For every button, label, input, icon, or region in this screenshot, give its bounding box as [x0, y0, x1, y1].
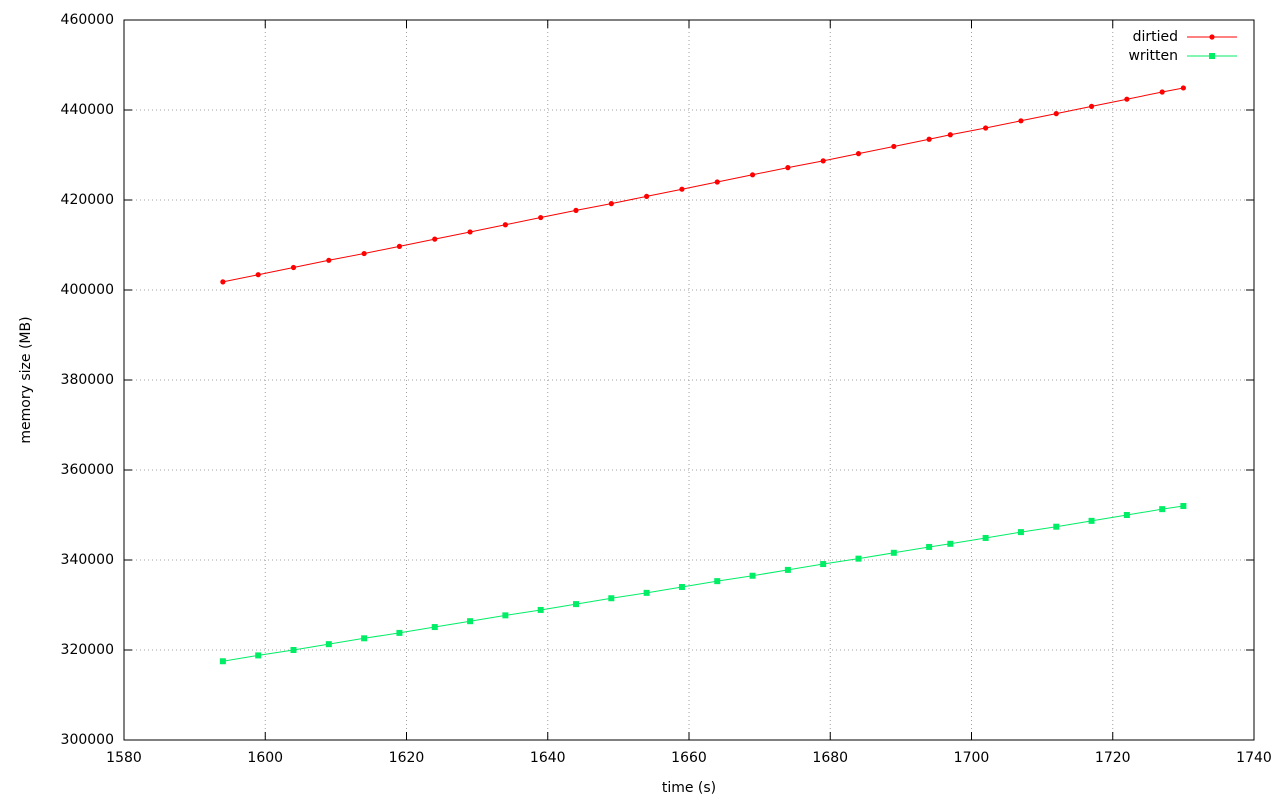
x-tick-label: 1580	[106, 750, 142, 766]
y-tick-label: 300000	[61, 732, 114, 748]
data-point	[926, 543, 933, 550]
data-point	[820, 158, 826, 164]
legend-label: dirtied	[1133, 29, 1178, 45]
y-tick-label: 360000	[61, 462, 114, 478]
data-point	[855, 151, 862, 157]
x-tick-label: 1680	[812, 750, 848, 766]
data-point	[1159, 89, 1165, 95]
data-point	[1180, 85, 1186, 91]
data-point	[820, 561, 827, 568]
data-point	[255, 272, 261, 278]
data-point	[926, 136, 932, 142]
data-point	[396, 243, 403, 249]
data-point	[678, 584, 685, 590]
y-axis-label: memory size (MB)	[18, 316, 34, 443]
data-point	[467, 229, 473, 235]
x-tick-label: 1620	[389, 750, 425, 766]
data-point	[982, 534, 989, 541]
data-point	[1088, 103, 1095, 109]
data-point	[785, 165, 791, 171]
data-point	[467, 618, 474, 625]
x-axis-label: time (s)	[662, 780, 716, 796]
data-point	[255, 652, 262, 659]
data-point	[1053, 111, 1059, 117]
x-tick-label: 1700	[954, 750, 990, 766]
data-point	[891, 143, 897, 150]
data-point	[396, 629, 403, 636]
data-point	[1123, 512, 1130, 518]
data-point	[1088, 517, 1095, 524]
data-point	[643, 589, 650, 596]
data-point	[431, 624, 438, 631]
data-point	[290, 647, 297, 653]
data-point	[290, 264, 297, 271]
data-point	[784, 566, 791, 573]
data-point	[538, 214, 544, 221]
data-point	[890, 549, 897, 556]
data-point	[537, 606, 544, 613]
data-point	[644, 193, 650, 199]
data-point	[502, 222, 508, 228]
data-point	[502, 612, 509, 619]
y-tick-label: 420000	[61, 192, 114, 208]
x-tick-label: 1640	[530, 750, 566, 766]
y-tick-label: 460000	[61, 12, 114, 28]
data-point	[219, 658, 226, 665]
data-point	[1017, 529, 1024, 536]
data-point	[1053, 523, 1060, 530]
data-point	[947, 540, 954, 547]
y-tick-label: 320000	[61, 642, 114, 658]
data-point	[947, 132, 953, 138]
data-point	[679, 186, 685, 192]
y-tick-label: 340000	[61, 552, 114, 568]
data-point	[326, 257, 332, 263]
data-point	[432, 236, 438, 242]
x-tick-label: 1740	[1236, 750, 1272, 766]
data-point	[1159, 506, 1166, 513]
data-point	[749, 172, 756, 178]
data-point	[1018, 118, 1024, 124]
data-point	[220, 279, 226, 285]
data-point	[983, 125, 989, 131]
plot-frame	[123, 19, 1255, 741]
y-tick-label: 400000	[61, 282, 114, 298]
data-point	[325, 641, 332, 648]
data-point	[749, 572, 756, 579]
legend-marker	[1209, 34, 1215, 40]
data-point	[1180, 503, 1187, 509]
y-tick-label: 380000	[61, 372, 114, 388]
data-point	[608, 201, 614, 207]
data-point	[573, 601, 579, 608]
x-tick-label: 1660	[671, 750, 707, 766]
x-tick-label: 1600	[247, 750, 283, 766]
series-line	[222, 87, 1184, 283]
data-point	[608, 595, 615, 602]
data-point	[714, 179, 720, 185]
y-tick-label: 440000	[61, 102, 114, 118]
data-point	[361, 635, 368, 642]
legend-label: written	[1128, 48, 1178, 64]
data-point	[855, 555, 862, 562]
data-point	[1124, 96, 1130, 102]
x-tick-label: 1720	[1095, 750, 1131, 766]
data-point	[714, 578, 721, 585]
legend-marker	[1209, 53, 1215, 59]
data-point	[573, 207, 579, 213]
data-point	[361, 250, 367, 257]
